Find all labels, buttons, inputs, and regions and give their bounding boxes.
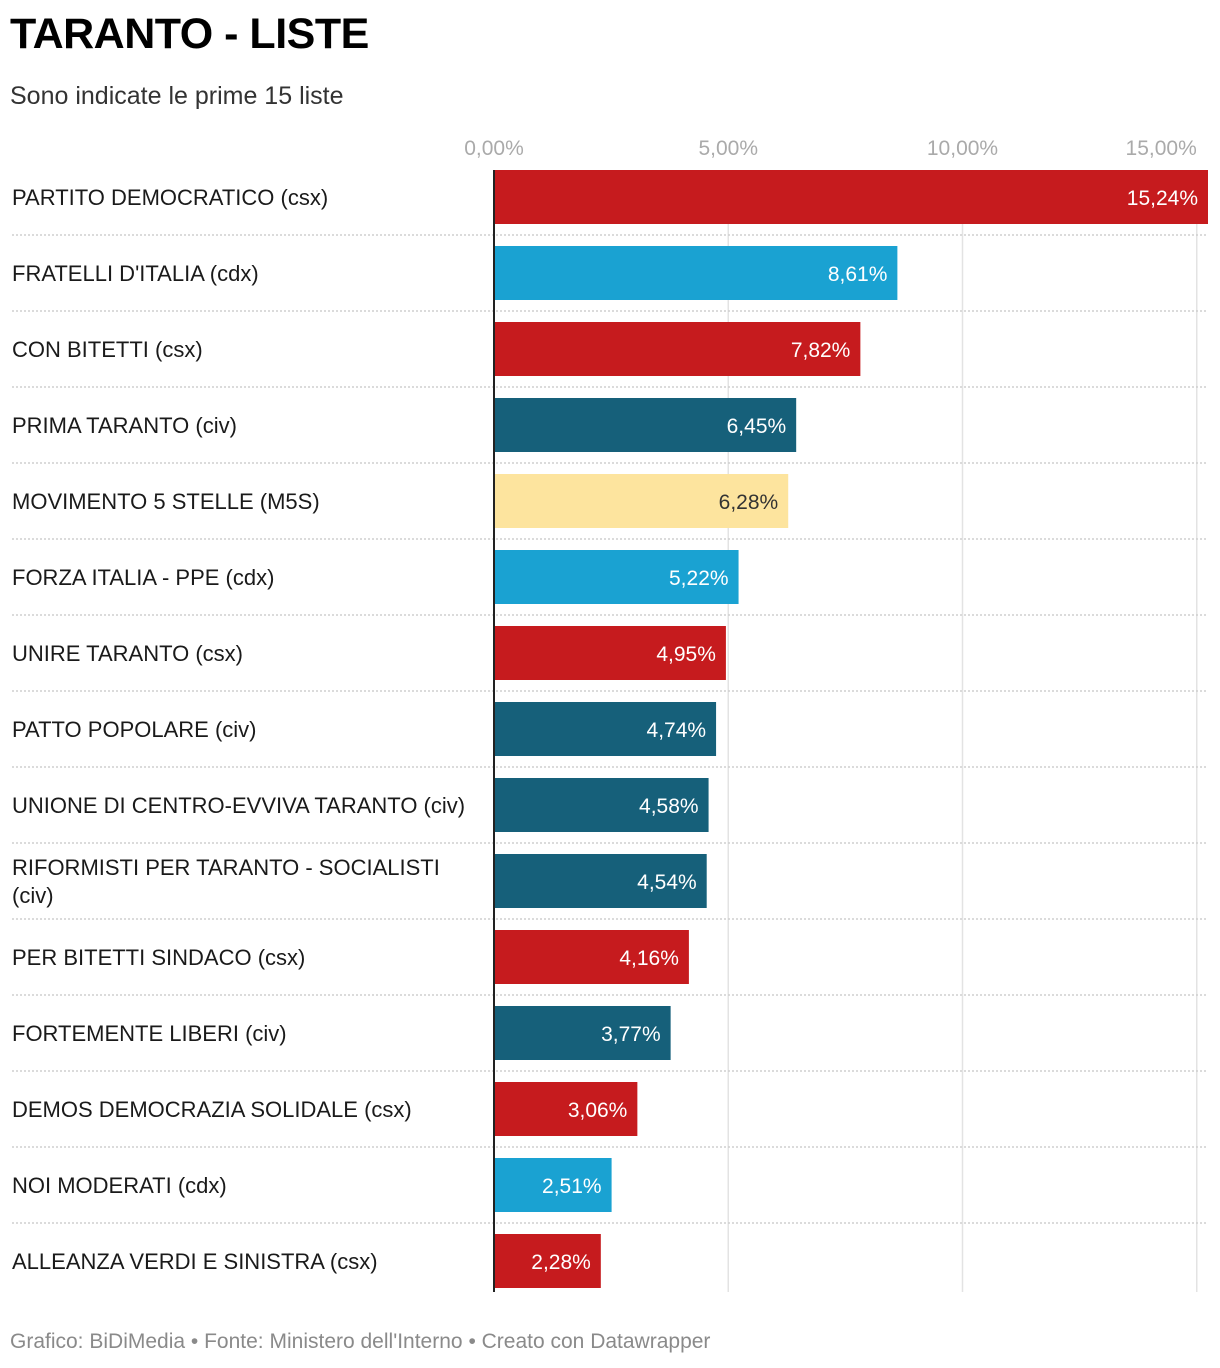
bar-value-label: 3,06% — [568, 1099, 628, 1122]
bar — [494, 1082, 638, 1136]
footer-credit: Grafico: BiDiMedia — [10, 1330, 186, 1353]
bar — [494, 398, 797, 452]
bar — [494, 1234, 601, 1288]
x-tick-label: 0,00% — [464, 137, 524, 160]
category-label: PRIMA TARANTO (civ) — [12, 413, 237, 438]
category-label: RIFORMISTI PER TARANTO - SOCIALISTI — [12, 855, 440, 880]
category-label: FORZA ITALIA - PPE (cdx) — [12, 565, 274, 590]
bar-value-label: 15,24% — [1127, 187, 1198, 210]
category-label: FORTEMENTE LIBERI (civ) — [12, 1021, 287, 1046]
bar-value-label: 7,82% — [791, 339, 851, 362]
category-label: DEMOS DEMOCRAZIA SOLIDALE (csx) — [12, 1097, 412, 1122]
bar-value-label: 2,51% — [542, 1175, 602, 1198]
bar-value-label: 6,28% — [719, 491, 779, 514]
category-label: PARTITO DEMOCRATICO (csx) — [12, 185, 328, 210]
bar — [494, 322, 861, 376]
bar-value-label: 4,74% — [647, 719, 707, 742]
x-tick-label: 10,00% — [927, 137, 998, 160]
bar — [494, 626, 726, 680]
bar — [494, 778, 709, 832]
footer-separator: • — [190, 1330, 199, 1353]
footer: Grafico: BiDiMedia • Fonte: Ministero de… — [10, 1330, 710, 1354]
bar — [494, 170, 1208, 224]
bar — [494, 246, 898, 300]
bar-value-label: 6,45% — [727, 415, 787, 438]
bar-value-label: 8,61% — [828, 263, 888, 286]
bar — [494, 550, 739, 604]
bar-value-label: 4,95% — [656, 643, 716, 666]
bar — [494, 854, 707, 908]
bar — [494, 1006, 671, 1060]
footer-tool: Creato con Datawrapper — [481, 1330, 711, 1353]
bar-value-label: 4,58% — [639, 795, 699, 818]
category-label: FRATELLI D'ITALIA (cdx) — [12, 261, 259, 286]
category-label: MOVIMENTO 5 STELLE (M5S) — [12, 489, 320, 514]
bar — [494, 930, 689, 984]
chart-subtitle: Sono indicate le prime 15 liste — [10, 82, 344, 110]
bar-value-label: 4,16% — [619, 947, 679, 970]
bar — [494, 474, 789, 528]
bar-value-label: 5,22% — [669, 567, 729, 590]
chart-title: TARANTO - LISTE — [10, 10, 369, 58]
category-label: ALLEANZA VERDI E SINISTRA (csx) — [12, 1249, 378, 1274]
category-label: CON BITETTI (csx) — [12, 337, 203, 362]
x-tick-label: 15,00% — [1126, 137, 1197, 160]
category-label: PATTO POPOLARE (civ) — [12, 717, 256, 742]
footer-source: Fonte: Ministero dell'Interno — [204, 1330, 463, 1353]
category-label: UNIRE TARANTO (csx) — [12, 641, 243, 666]
bar — [494, 702, 717, 756]
bar-value-label: 2,28% — [531, 1251, 591, 1274]
bar-chart: 0,00% 5,00% 10,00% 15,00% 15,24% PARTITO DEMO… — [12, 137, 1208, 1292]
category-label: (civ) — [12, 883, 54, 908]
bar — [494, 1158, 612, 1212]
bar-value-label: 4,54% — [637, 871, 697, 894]
x-tick-label: 5,00% — [698, 137, 758, 160]
footer-separator: • — [468, 1330, 476, 1353]
bar-value-label: 3,77% — [601, 1023, 661, 1046]
category-label: PER BITETTI SINDACO (csx) — [12, 945, 305, 970]
category-label: NOI MODERATI (cdx) — [12, 1173, 227, 1198]
category-label: UNIONE DI CENTRO-EVVIVA TARANTO (civ) — [12, 793, 465, 818]
